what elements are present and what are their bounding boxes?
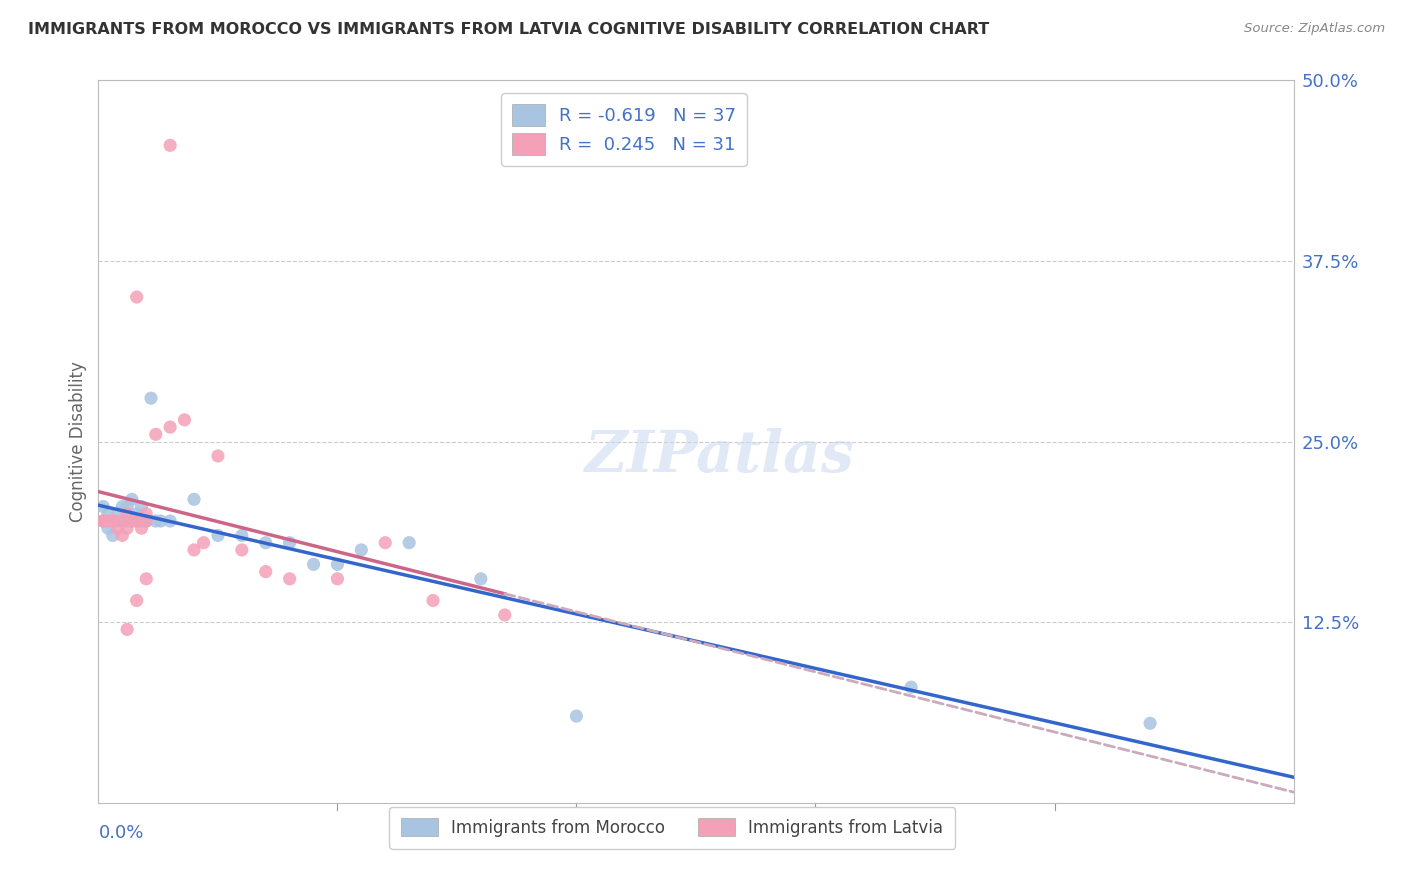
Point — [135, 514, 157, 528]
Point — [111, 514, 134, 528]
Point — [115, 514, 138, 528]
Text: ZIPatlas: ZIPatlas — [585, 428, 855, 484]
Point — [565, 709, 588, 723]
Point — [125, 593, 148, 607]
Point — [131, 514, 153, 528]
Point — [121, 492, 143, 507]
Point — [159, 420, 181, 434]
Point — [97, 521, 120, 535]
Point — [173, 413, 195, 427]
Point — [135, 514, 157, 528]
Point — [125, 507, 148, 521]
Point — [107, 521, 129, 535]
Point — [183, 542, 205, 557]
Point — [115, 507, 138, 521]
Point — [107, 514, 129, 528]
Point — [900, 680, 922, 694]
Point — [111, 528, 134, 542]
Point — [91, 514, 114, 528]
Point — [115, 521, 138, 535]
Text: IMMIGRANTS FROM MOROCCO VS IMMIGRANTS FROM LATVIA COGNITIVE DISABILITY CORRELATI: IMMIGRANTS FROM MOROCCO VS IMMIGRANTS FR… — [28, 22, 990, 37]
Point — [254, 565, 277, 579]
Point — [278, 535, 301, 549]
Point — [101, 514, 124, 528]
Point — [145, 514, 167, 528]
Point — [326, 572, 349, 586]
Point — [183, 492, 205, 507]
Point — [149, 514, 172, 528]
Point — [398, 535, 420, 549]
Point — [97, 514, 120, 528]
Point — [125, 514, 148, 528]
Point — [91, 514, 114, 528]
Point — [326, 558, 349, 572]
Point — [207, 528, 229, 542]
Y-axis label: Cognitive Disability: Cognitive Disability — [69, 361, 87, 522]
Point — [135, 514, 157, 528]
Point — [121, 514, 143, 528]
Point — [107, 507, 129, 521]
Point — [91, 500, 114, 514]
Point — [193, 535, 215, 549]
Point — [422, 593, 444, 607]
Point — [145, 427, 167, 442]
Point — [101, 514, 124, 528]
Point — [101, 528, 124, 542]
Text: Source: ZipAtlas.com: Source: ZipAtlas.com — [1244, 22, 1385, 36]
Point — [231, 528, 253, 542]
Point — [135, 507, 157, 521]
Point — [101, 514, 124, 528]
Point — [131, 521, 153, 535]
Point — [159, 514, 181, 528]
Point — [470, 572, 492, 586]
Point — [302, 558, 325, 572]
Point — [1139, 716, 1161, 731]
Point — [159, 138, 181, 153]
Point — [131, 500, 153, 514]
Legend: Immigrants from Morocco, Immigrants from Latvia: Immigrants from Morocco, Immigrants from… — [389, 806, 955, 848]
Point — [115, 623, 138, 637]
Point — [254, 535, 277, 549]
Point — [111, 514, 134, 528]
Point — [207, 449, 229, 463]
Point — [121, 514, 143, 528]
Text: 0.0%: 0.0% — [98, 824, 143, 842]
Point — [350, 542, 373, 557]
Point — [125, 290, 148, 304]
Point — [97, 507, 120, 521]
Point — [111, 500, 134, 514]
Point — [135, 572, 157, 586]
Point — [125, 514, 148, 528]
Point — [278, 572, 301, 586]
Point — [91, 514, 114, 528]
Point — [115, 500, 138, 514]
Point — [374, 535, 396, 549]
Point — [231, 542, 253, 557]
Point — [139, 391, 162, 405]
Point — [494, 607, 516, 622]
